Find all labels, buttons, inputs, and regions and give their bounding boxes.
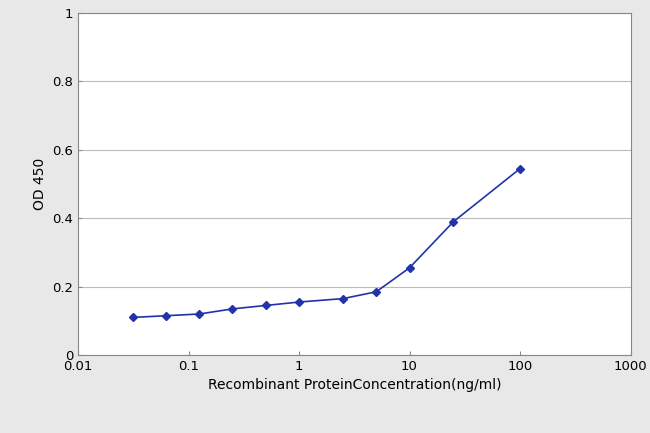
Y-axis label: OD 450: OD 450	[32, 158, 47, 210]
X-axis label: Recombinant ProteinConcentration(ng/ml): Recombinant ProteinConcentration(ng/ml)	[207, 378, 501, 392]
